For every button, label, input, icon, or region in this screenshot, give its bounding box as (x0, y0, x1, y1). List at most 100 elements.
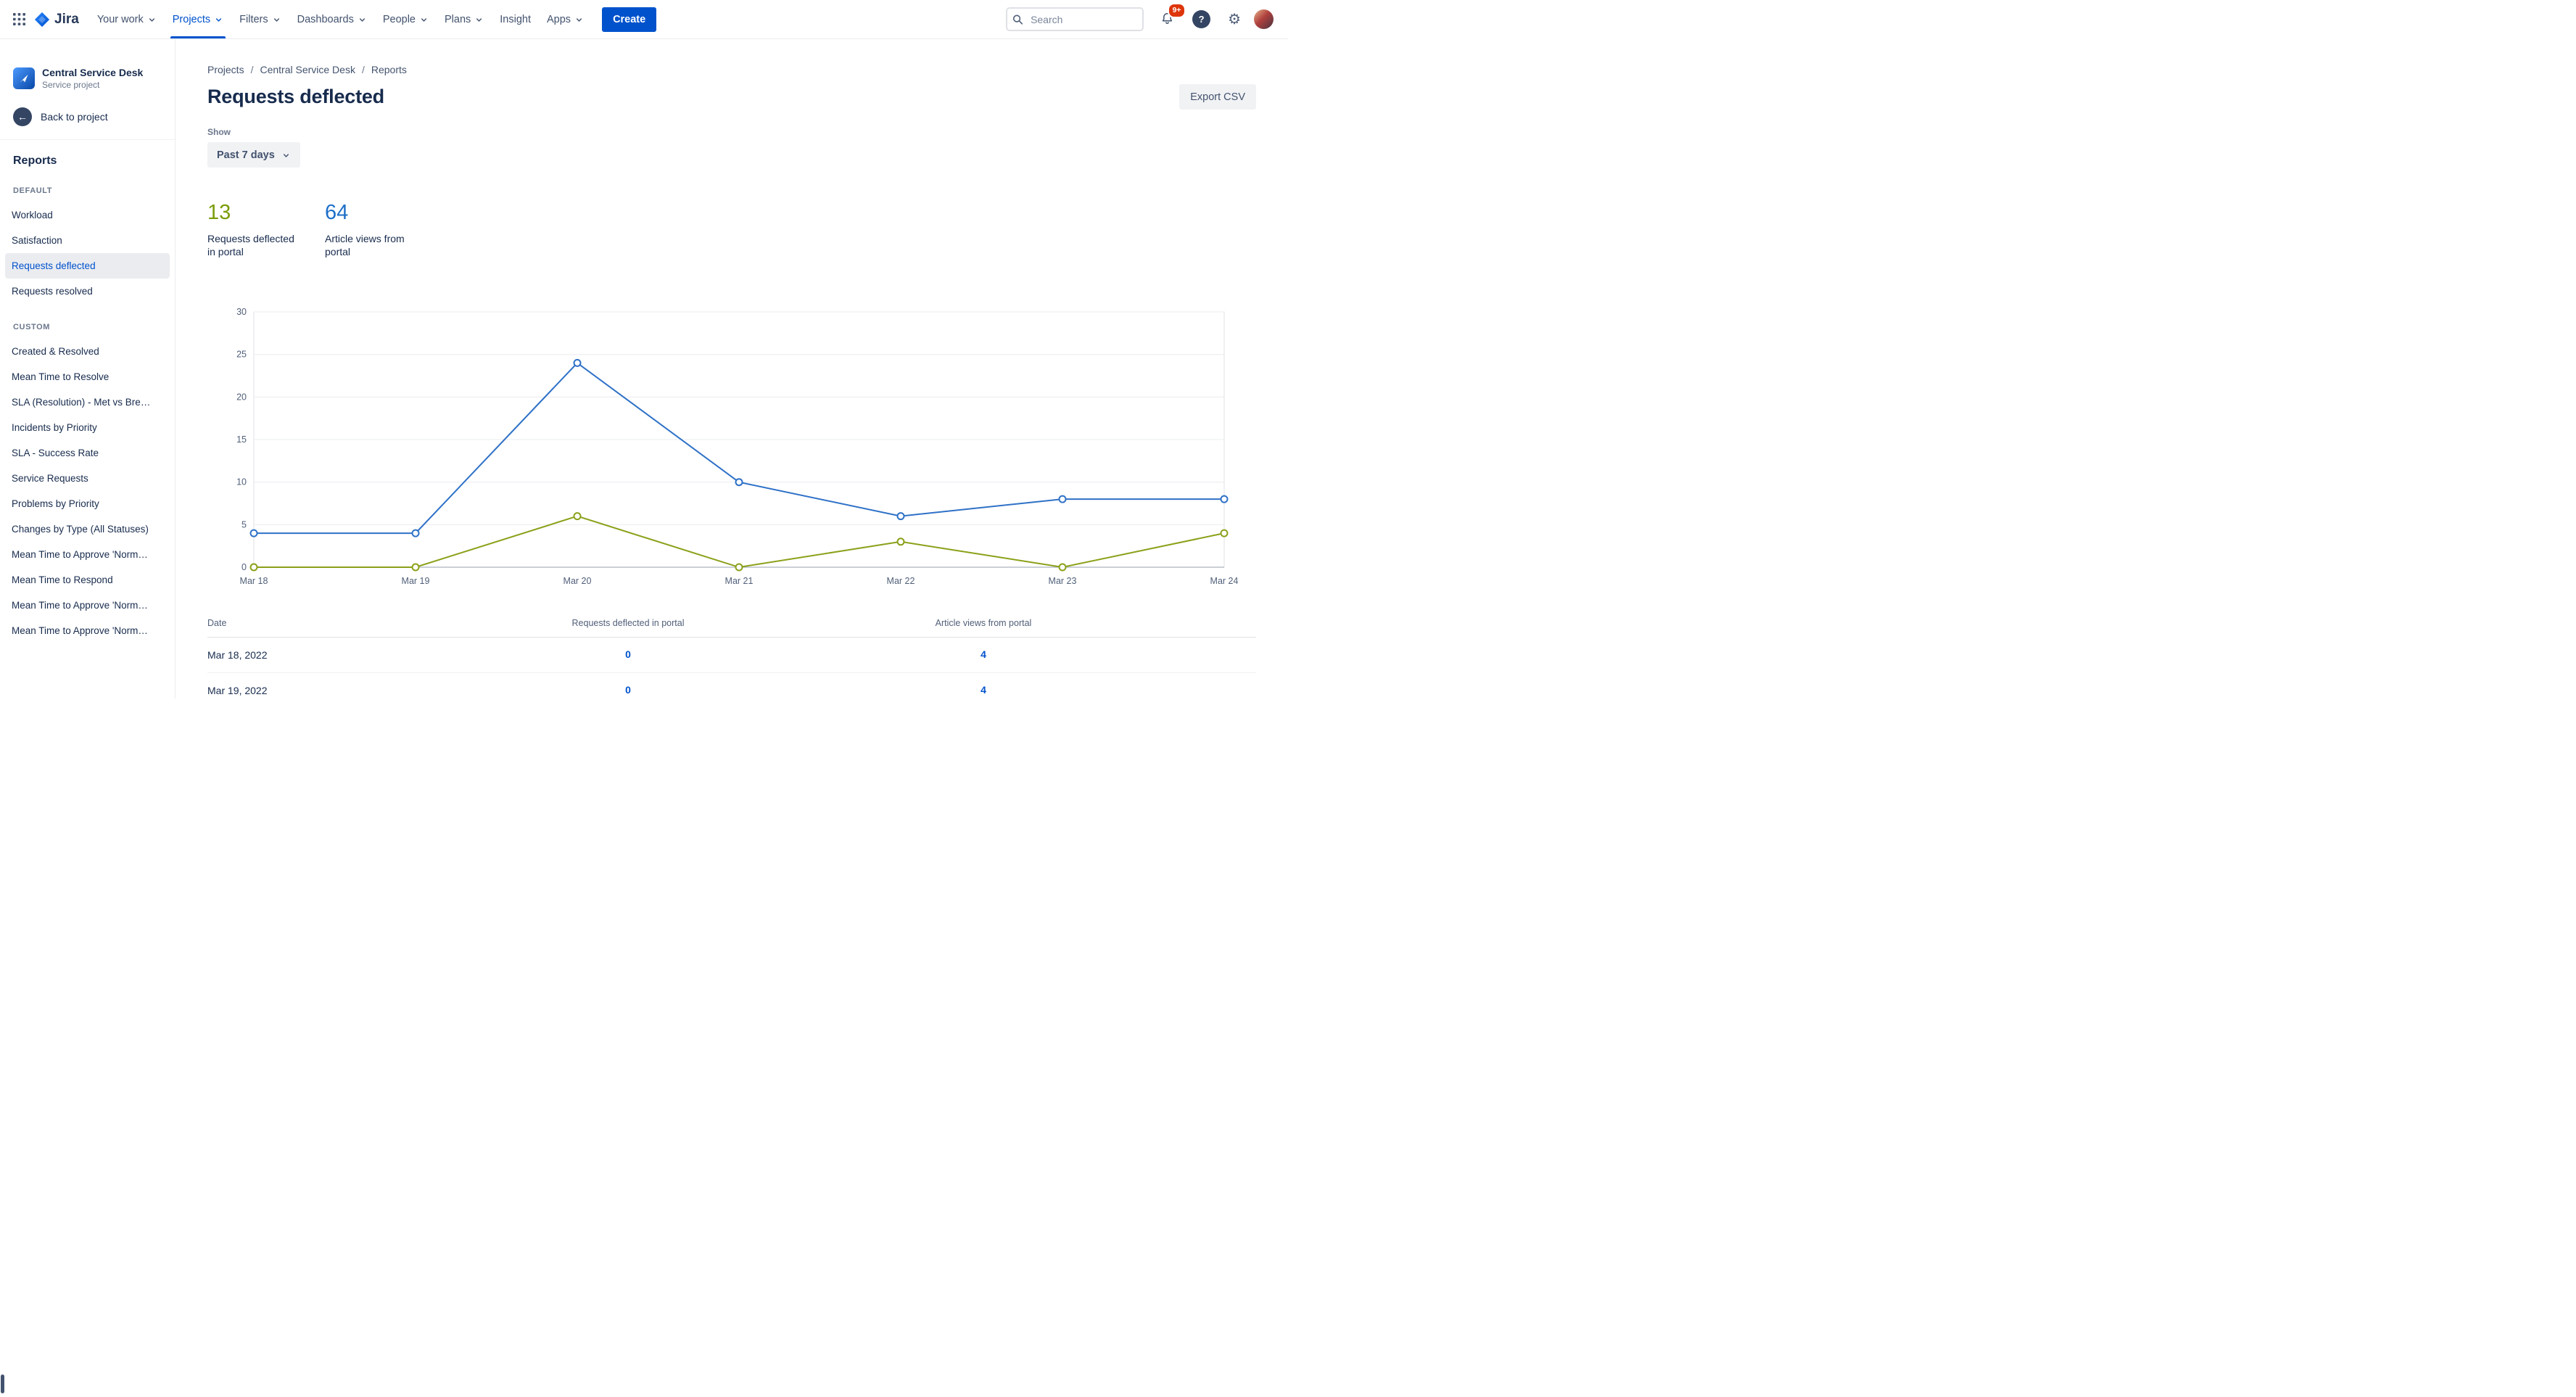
nav-item-plans[interactable]: Plans (437, 0, 492, 38)
sidebar-item-mean-time-to-resolve[interactable]: Mean Time to Resolve (12, 371, 110, 382)
nav-item-label: Projects (172, 13, 211, 25)
nav-item-label: Your work (96, 13, 144, 25)
jira-logo[interactable]: Jira (34, 12, 79, 28)
svg-text:Mar 23: Mar 23 (1049, 576, 1077, 586)
nav-item-label: Apps (547, 13, 571, 25)
settings-button[interactable]: ⚙ (1223, 8, 1245, 31)
user-avatar[interactable] (1254, 9, 1273, 29)
rocket-icon (20, 74, 28, 83)
sidebar-item-mean-time-to-approve-norm[interactable]: Mean Time to Approve 'Norm… (12, 625, 148, 636)
nav-item-insight[interactable]: Insight (492, 0, 539, 38)
views-count-link[interactable]: 4 (981, 648, 986, 661)
deflected-count-link[interactable]: 0 (625, 648, 631, 661)
table-column-header-date: Date (207, 618, 227, 629)
sidebar-item-requests-deflected[interactable]: Requests deflected (5, 253, 170, 279)
app-switcher-button[interactable] (9, 9, 30, 30)
nav-item-projects[interactable]: Projects (165, 0, 231, 38)
svg-text:Mar 19: Mar 19 (402, 576, 430, 586)
nav-item-your-work[interactable]: Your work (89, 0, 165, 38)
breadcrumb-link-reports[interactable]: Reports (371, 64, 407, 75)
sidebar-item-mean-time-to-approve-norm[interactable]: Mean Time to Approve 'Norm… (12, 549, 148, 560)
chevron-down-icon (421, 17, 427, 22)
breadcrumb-separator: / (361, 64, 365, 75)
views-count-link[interactable]: 4 (981, 684, 986, 696)
reports-heading: Reports (13, 154, 57, 167)
deflected-count-link[interactable]: 0 (625, 684, 631, 696)
nav-item-label: Filters (239, 13, 268, 25)
svg-text:Mar 22: Mar 22 (887, 576, 915, 586)
stats-summary: 13 Requests deflected in portal 64 Article … (207, 201, 1256, 258)
nav-item-label: Dashboards (297, 13, 354, 25)
nav-item-apps[interactable]: Apps (539, 0, 592, 38)
svg-text:Mar 24: Mar 24 (1210, 576, 1239, 586)
row-date: Mar 19, 2022 (207, 685, 268, 697)
gear-icon: ⚙ (1228, 11, 1241, 28)
deflection-chart: 0 5 10 15 20 25 30 Mar 18 Mar 19 Mar 20 Mar 21 Mar … (207, 305, 1256, 589)
stat-block: 13 Requests deflected in portal (207, 201, 296, 258)
search-input[interactable] (1006, 7, 1144, 31)
nav-item-people[interactable]: People (375, 0, 437, 38)
breadcrumb-link-projects[interactable]: Projects (207, 64, 244, 75)
project-type: Service project (42, 80, 100, 90)
sidebar-item-changes-by-type-all-statuses[interactable]: Changes by Type (All Statuses) (12, 524, 149, 535)
sidebar-item-requests-resolved[interactable]: Requests resolved (12, 286, 93, 297)
help-button[interactable]: ? (1188, 6, 1215, 33)
page-title: Requests deflected (207, 86, 384, 107)
nav-item-label: People (382, 13, 416, 25)
table-column-header-requests-deflected-in-portal: Requests deflected in portal (571, 618, 685, 629)
sidebar-group-heading-default: DEFAULT (13, 186, 53, 195)
project-meta: Central Service Desk Service project (42, 67, 143, 90)
table-column-header-article-views-from-portal: Article views from portal (935, 618, 1032, 629)
svg-text:20: 20 (236, 392, 247, 403)
svg-text:5: 5 (242, 520, 247, 530)
sidebar-item-mean-time-to-respond[interactable]: Mean Time to Respond (12, 574, 113, 585)
chevron-down-icon (577, 17, 582, 22)
svg-text:Mar 21: Mar 21 (725, 576, 754, 586)
export-csv-button[interactable]: Export CSV (1179, 84, 1256, 110)
chevron-down-icon (149, 17, 154, 22)
nav-item-dashboards[interactable]: Dashboards (289, 0, 375, 38)
sidebar-item-incidents-by-priority[interactable]: Incidents by Priority (12, 422, 97, 433)
table-header: Date Requests deflected in portal Article … (207, 618, 1256, 638)
project-header: Central Service Desk Service project (0, 67, 175, 90)
page-layout: Central Service Desk Service project ← B… (0, 39, 1288, 1393)
svg-text:0: 0 (242, 562, 247, 572)
nav-item-label: Plans (444, 13, 471, 25)
sidebar-item-problems-by-priority[interactable]: Problems by Priority (12, 498, 99, 509)
project-avatar (13, 67, 35, 89)
main-content: Projects / Central Service Desk / Reports Re… (176, 39, 1288, 698)
sidebar-group-heading-custom: CUSTOM (13, 323, 51, 331)
sidebar-item-mean-time-to-approve-norm[interactable]: Mean Time to Approve 'Norm… (12, 600, 148, 611)
jira-logo-text: Jira (54, 11, 79, 27)
project-name: Central Service Desk (42, 67, 144, 78)
help-icon: ? (1192, 10, 1211, 28)
stat-value: 13 (207, 201, 231, 224)
back-to-project[interactable]: ← Back to project (0, 107, 175, 126)
sidebar-item-sla-success-rate[interactable]: SLA - Success Rate (12, 448, 99, 458)
table-row: Mar 19, 2022 0 4 (207, 673, 1256, 698)
svg-text:Mar 18: Mar 18 (240, 576, 268, 586)
nav-item-filters[interactable]: Filters (231, 0, 289, 38)
sidebar-item-created-resolved[interactable]: Created & Resolved (12, 346, 99, 357)
sidebar-item-workload[interactable]: Workload (12, 210, 53, 221)
sidebar-divider (0, 139, 175, 140)
create-button[interactable]: Create (602, 7, 657, 32)
notifications-button[interactable]: 9+ (1155, 3, 1186, 31)
chevron-down-icon (216, 17, 222, 22)
sidebar-item-satisfaction[interactable]: Satisfaction (12, 235, 62, 246)
breadcrumb: Projects / Central Service Desk / Reports (207, 64, 1256, 75)
stat-label: Article views from portal (325, 233, 405, 258)
svg-text:15: 15 (236, 434, 247, 445)
breadcrumb-link-central-service-desk[interactable]: Central Service Desk (260, 64, 355, 75)
stat-block: 64 Article views from portal (325, 201, 413, 258)
breadcrumb-separator: / (250, 64, 254, 75)
sidebar-scrollbar-thumb[interactable] (1, 1375, 4, 1393)
sidebar-item-service-requests[interactable]: Service Requests (12, 473, 88, 484)
date-range-dropdown[interactable]: Past 7 days (207, 142, 300, 168)
top-navigation: Jira Your work Projects Filters Dashboards P… (0, 0, 1288, 39)
title-row: Requests deflected Export CSV (207, 84, 1256, 110)
chevron-down-icon (283, 153, 289, 157)
row-date: Mar 18, 2022 (207, 649, 268, 662)
row-views-cell: 4 (817, 684, 1150, 697)
sidebar-item-sla-resolution-met-vs-bre[interactable]: SLA (Resolution) - Met vs Bre… (12, 397, 151, 408)
